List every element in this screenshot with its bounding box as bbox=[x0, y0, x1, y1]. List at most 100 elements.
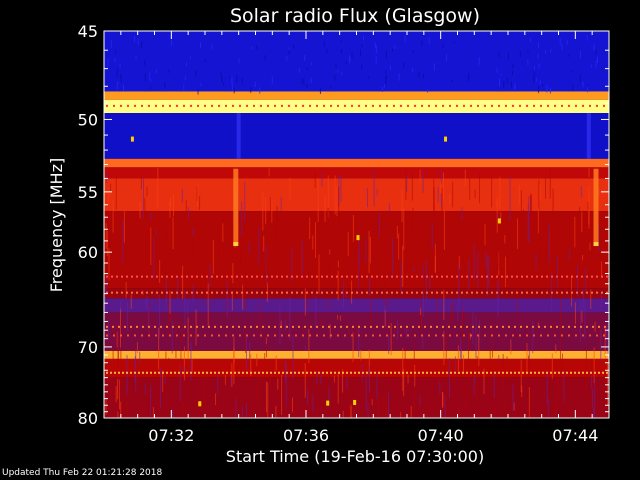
channel-dot bbox=[127, 104, 129, 107]
noise-streak bbox=[556, 363, 558, 370]
noise-streak bbox=[366, 188, 368, 208]
channel-dot bbox=[554, 104, 556, 107]
channel-dot bbox=[156, 275, 158, 278]
noise-streak bbox=[304, 288, 306, 316]
channel-dot bbox=[281, 275, 283, 278]
noise-streak bbox=[392, 48, 394, 52]
channel-dot bbox=[449, 334, 451, 337]
noise-streak bbox=[453, 41, 455, 44]
noise-streak bbox=[162, 370, 164, 392]
noise-streak bbox=[475, 316, 477, 358]
channel-dot bbox=[218, 334, 220, 337]
noise-streak bbox=[358, 250, 360, 290]
noise-streak bbox=[537, 322, 539, 328]
channel-dot bbox=[282, 371, 284, 374]
noise-streak bbox=[439, 382, 441, 395]
channel-dot bbox=[150, 371, 152, 374]
noise-streak bbox=[130, 294, 132, 309]
channel-dot bbox=[460, 325, 462, 328]
noise-streak bbox=[506, 77, 508, 84]
channel-dot bbox=[550, 325, 552, 328]
channel-dot bbox=[211, 104, 213, 107]
noise-streak bbox=[137, 38, 139, 45]
noise-streak bbox=[494, 407, 496, 418]
channel-dot bbox=[218, 104, 220, 107]
noise-streak bbox=[280, 320, 282, 327]
noise-streak bbox=[437, 187, 439, 203]
noise-streak bbox=[342, 369, 344, 393]
noise-streak bbox=[493, 373, 495, 398]
noise-streak bbox=[378, 392, 380, 418]
noise-streak bbox=[169, 202, 171, 218]
noise-streak bbox=[149, 71, 151, 80]
noise-streak bbox=[309, 217, 311, 240]
channel-dot bbox=[351, 104, 353, 107]
noise-streak bbox=[361, 44, 363, 48]
channel-dot bbox=[541, 291, 543, 294]
noise-streak bbox=[498, 78, 500, 87]
noise-streak bbox=[317, 178, 319, 222]
channel-dot bbox=[591, 275, 593, 278]
noise-streak bbox=[159, 260, 161, 283]
channel-dot bbox=[538, 325, 540, 328]
noise-streak bbox=[594, 321, 596, 332]
channel-dot bbox=[194, 371, 196, 374]
channel-dot bbox=[120, 104, 122, 107]
noise-streak bbox=[453, 300, 455, 320]
channel-dot bbox=[328, 325, 330, 328]
noise-streak bbox=[180, 335, 182, 360]
channel-dot bbox=[110, 371, 112, 374]
channel-dot bbox=[466, 325, 468, 328]
noise-streak bbox=[500, 73, 502, 76]
channel-dot bbox=[456, 291, 458, 294]
noise-streak bbox=[443, 331, 445, 366]
frequency-band bbox=[104, 167, 609, 179]
channel-dot bbox=[106, 371, 108, 374]
channel-dot bbox=[365, 104, 367, 107]
channel-dot bbox=[226, 275, 228, 278]
noise-streak bbox=[552, 320, 554, 334]
noise-streak bbox=[464, 169, 466, 187]
noise-streak bbox=[431, 222, 433, 249]
frequency-band bbox=[104, 99, 609, 114]
channel-dot bbox=[533, 334, 535, 337]
channel-dot bbox=[511, 291, 513, 294]
noise-streak bbox=[280, 197, 282, 211]
frequency-band bbox=[104, 113, 609, 159]
channel-dot bbox=[436, 291, 438, 294]
channel-dot bbox=[127, 334, 129, 337]
noise-streak bbox=[120, 301, 122, 311]
channel-dot bbox=[416, 275, 418, 278]
noise-streak bbox=[194, 211, 196, 221]
channel-dot bbox=[519, 104, 521, 107]
noise-streak bbox=[232, 263, 234, 284]
noise-streak bbox=[241, 78, 243, 84]
channel-dot bbox=[281, 334, 283, 337]
noise-streak bbox=[594, 375, 596, 418]
channel-dot bbox=[366, 371, 368, 374]
noise-streak bbox=[468, 331, 470, 369]
noise-streak bbox=[116, 331, 118, 348]
channel-dot bbox=[178, 325, 180, 328]
noise-streak bbox=[233, 87, 235, 94]
noise-streak bbox=[404, 35, 406, 43]
noise-streak bbox=[473, 243, 475, 281]
noise-streak bbox=[498, 355, 500, 362]
noise-streak bbox=[197, 184, 199, 207]
channel-dot bbox=[372, 104, 374, 107]
channel-dot bbox=[531, 275, 533, 278]
channel-dot bbox=[561, 334, 563, 337]
noise-streak bbox=[348, 57, 350, 64]
channel-dot bbox=[183, 104, 185, 107]
channel-dot bbox=[470, 104, 472, 107]
channel-dot bbox=[114, 371, 116, 374]
channel-dot bbox=[496, 291, 498, 294]
channel-dot bbox=[400, 334, 402, 337]
noise-streak bbox=[476, 356, 478, 390]
channel-dot bbox=[291, 275, 293, 278]
noise-streak bbox=[593, 43, 595, 52]
channel-dot bbox=[603, 334, 605, 337]
channel-dot bbox=[276, 275, 278, 278]
channel-dot bbox=[176, 104, 178, 107]
noise-streak bbox=[368, 349, 370, 375]
